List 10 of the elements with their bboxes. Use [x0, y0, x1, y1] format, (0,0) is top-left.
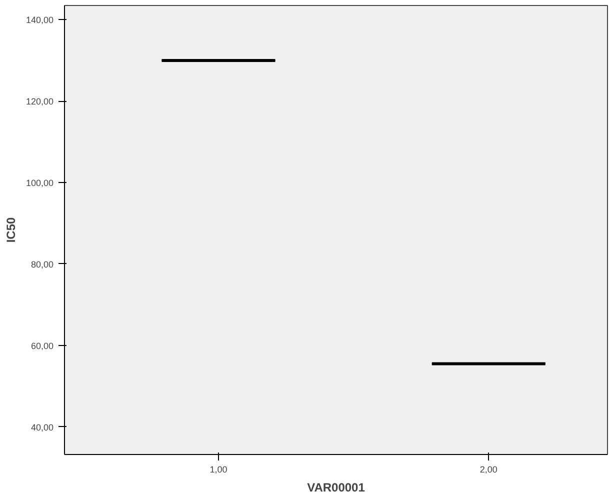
x-tick-label: 1,00	[210, 464, 228, 474]
y-tick-label: 80,00	[30, 259, 54, 270]
y-tick-label: 140,00	[26, 15, 54, 26]
y-tick-label: 120,00	[26, 96, 54, 107]
y-axis-title: IC50	[4, 217, 18, 243]
y-tick-label: 100,00	[26, 178, 54, 188]
y-tick-label: 40,00	[30, 422, 54, 432]
x-tick-label: 2,00	[480, 464, 498, 474]
y-tick-label: 60,00	[30, 340, 54, 351]
x-axis-title: VAR00001	[307, 480, 366, 494]
